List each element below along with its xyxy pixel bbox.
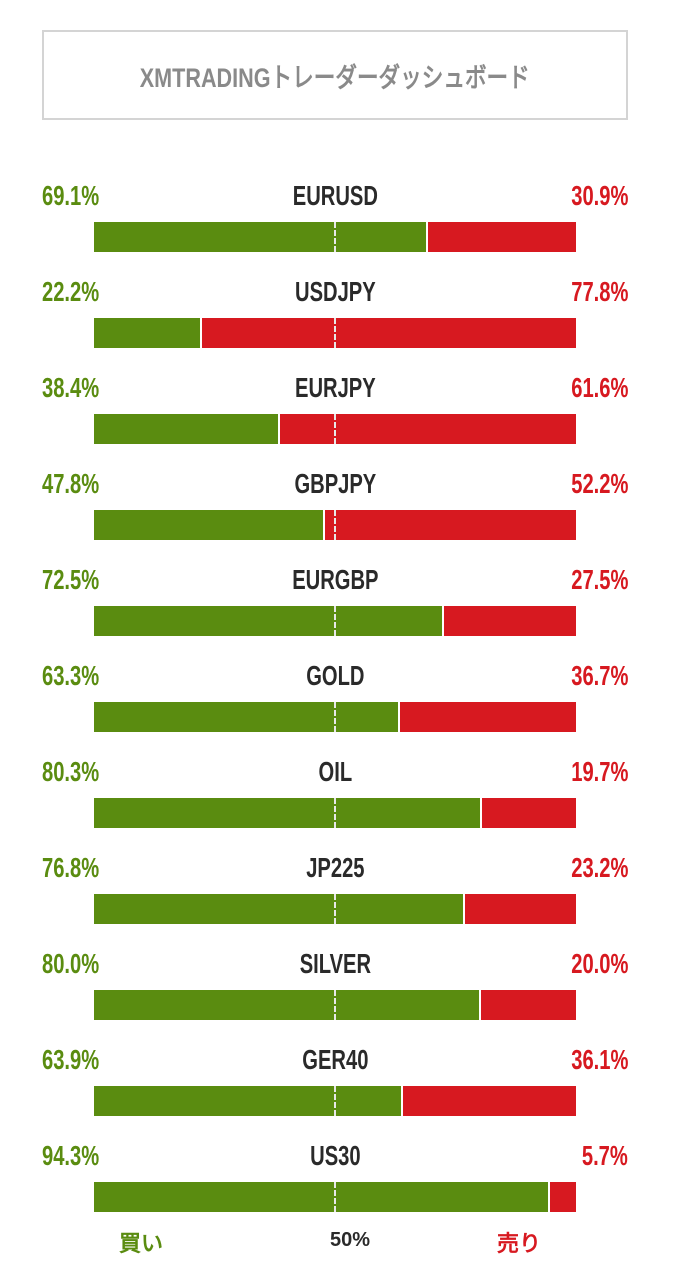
- dashboard-header: XMTRADINGトレーダーダッシュボード: [42, 30, 628, 120]
- buy-percent: 94.3%: [42, 1140, 100, 1171]
- sentiment-bar: [94, 798, 576, 828]
- buy-percent: 72.5%: [42, 564, 100, 595]
- midpoint-line: [334, 222, 336, 252]
- sell-percent: 77.8%: [570, 276, 628, 307]
- symbol-label: GER40: [302, 1044, 369, 1075]
- sentiment-bar: [94, 606, 576, 636]
- buy-fill: [94, 414, 281, 444]
- buy-fill: [94, 798, 482, 828]
- buy-percent: 22.2%: [42, 276, 100, 307]
- midpoint-line: [334, 894, 336, 924]
- sentiment-row: 38.4% EURJPY 61.6%: [0, 372, 679, 468]
- buy-fill: [94, 318, 202, 348]
- legend-midpoint: 50%: [330, 1229, 371, 1251]
- sentiment-bar: [94, 1182, 576, 1212]
- buy-fill: [94, 1182, 550, 1212]
- sell-percent: 20.0%: [570, 948, 628, 979]
- sentiment-bar: [94, 414, 576, 444]
- symbol-label: GOLD: [306, 660, 365, 691]
- midpoint-line: [334, 414, 336, 444]
- buy-fill: [94, 510, 326, 540]
- midpoint-line: [334, 1086, 336, 1116]
- midpoint-line: [334, 606, 336, 636]
- symbol-label: OIL: [318, 756, 353, 787]
- midpoint-line: [334, 798, 336, 828]
- midpoint-line: [334, 702, 336, 732]
- sentiment-row: 80.3% OIL 19.7%: [0, 756, 679, 852]
- buy-percent: 63.3%: [42, 660, 100, 691]
- sell-percent: 36.1%: [570, 1044, 628, 1075]
- buy-fill: [94, 1086, 403, 1116]
- sentiment-row: 69.1% EURUSD 30.9%: [0, 180, 679, 276]
- midpoint-line: [334, 990, 336, 1020]
- sentiment-bar: [94, 990, 576, 1020]
- sell-percent: 23.2%: [570, 852, 628, 883]
- sentiment-row: 22.2% USDJPY 77.8%: [0, 276, 679, 372]
- buy-fill: [94, 990, 481, 1020]
- midpoint-line: [334, 510, 336, 540]
- symbol-label: EURUSD: [292, 180, 378, 211]
- sell-percent: 19.7%: [570, 756, 628, 787]
- symbol-label: US30: [310, 1140, 361, 1171]
- sell-percent: 52.2%: [570, 468, 628, 499]
- symbol-label: JP225: [306, 852, 365, 883]
- buy-fill: [94, 222, 429, 252]
- sentiment-row: 47.8% GBPJPY 52.2%: [0, 468, 679, 564]
- midpoint-line: [334, 318, 336, 348]
- buy-fill: [94, 606, 445, 636]
- legend-sell: 売り: [497, 1231, 542, 1256]
- sentiment-bar: [94, 1086, 576, 1116]
- sentiment-bar: [94, 318, 576, 348]
- symbol-label: USDJPY: [295, 276, 376, 307]
- sentiment-row: 63.9% GER40 36.1%: [0, 1044, 679, 1140]
- sentiment-row: 63.3% GOLD 36.7%: [0, 660, 679, 756]
- buy-percent: 47.8%: [42, 468, 100, 499]
- sell-percent: 36.7%: [570, 660, 628, 691]
- buy-percent: 80.0%: [42, 948, 100, 979]
- buy-fill: [94, 702, 401, 732]
- buy-percent: 80.3%: [42, 756, 100, 787]
- buy-percent: 76.8%: [42, 852, 100, 883]
- sell-percent: 61.6%: [570, 372, 628, 403]
- midpoint-line: [334, 1182, 336, 1212]
- sell-percent: 27.5%: [570, 564, 628, 595]
- buy-percent: 63.9%: [42, 1044, 100, 1075]
- sentiment-bar: [94, 510, 576, 540]
- sentiment-row: 72.5% EURGBP 27.5%: [0, 564, 679, 660]
- symbol-label: SILVER: [299, 948, 372, 979]
- buy-fill: [94, 894, 466, 924]
- sentiment-row: 80.0% SILVER 20.0%: [0, 948, 679, 1044]
- buy-percent: 69.1%: [42, 180, 100, 211]
- symbol-label: GBPJPY: [294, 468, 377, 499]
- sell-percent: 5.7%: [582, 1140, 628, 1171]
- sentiment-row: 94.3% US30 5.7%: [0, 1140, 679, 1236]
- sentiment-row: 76.8% JP225 23.2%: [0, 852, 679, 948]
- sell-percent: 30.9%: [570, 180, 628, 211]
- sentiment-bar: [94, 702, 576, 732]
- buy-percent: 38.4%: [42, 372, 100, 403]
- sentiment-bar: [94, 222, 576, 252]
- symbol-label: EURJPY: [295, 372, 376, 403]
- symbol-label: EURGBP: [292, 564, 379, 595]
- dashboard-title: XMTRADINGトレーダーダッシュボード: [140, 62, 530, 93]
- legend-buy: 買い: [119, 1231, 164, 1256]
- sentiment-bar: [94, 894, 576, 924]
